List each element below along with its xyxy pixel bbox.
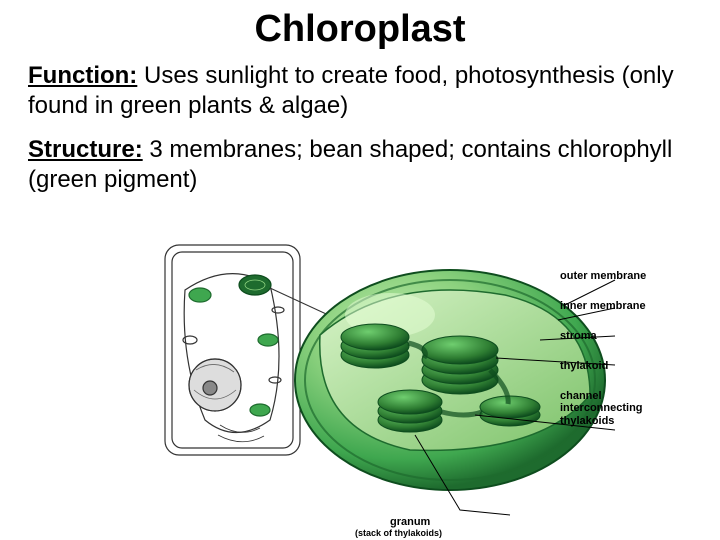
label-granum-sub: (stack of thylakoids) [355, 528, 442, 538]
label-stroma: stroma [560, 330, 700, 342]
body-text: Function: Uses sunlight to create food, … [0, 51, 720, 195]
function-paragraph: Function: Uses sunlight to create food, … [28, 61, 692, 121]
label-channel: channel interconnecting thylakoids [560, 390, 700, 426]
label-inner-membrane: inner membrane [560, 300, 700, 312]
label-outer-membrane: outer membrane [560, 270, 700, 282]
page-title: Chloroplast [0, 0, 720, 51]
label-granum: granum [390, 516, 431, 528]
function-label: Function: [28, 62, 137, 89]
plant-cell-diagram [165, 245, 300, 455]
label-thylakoid: thylakoid [560, 360, 700, 372]
chloroplast-3d [295, 270, 605, 490]
label-column: outer membrane inner membrane stroma thy… [560, 270, 700, 445]
structure-paragraph: Structure: 3 membranes; bean shaped; con… [28, 135, 692, 195]
structure-label: Structure: [28, 136, 143, 163]
